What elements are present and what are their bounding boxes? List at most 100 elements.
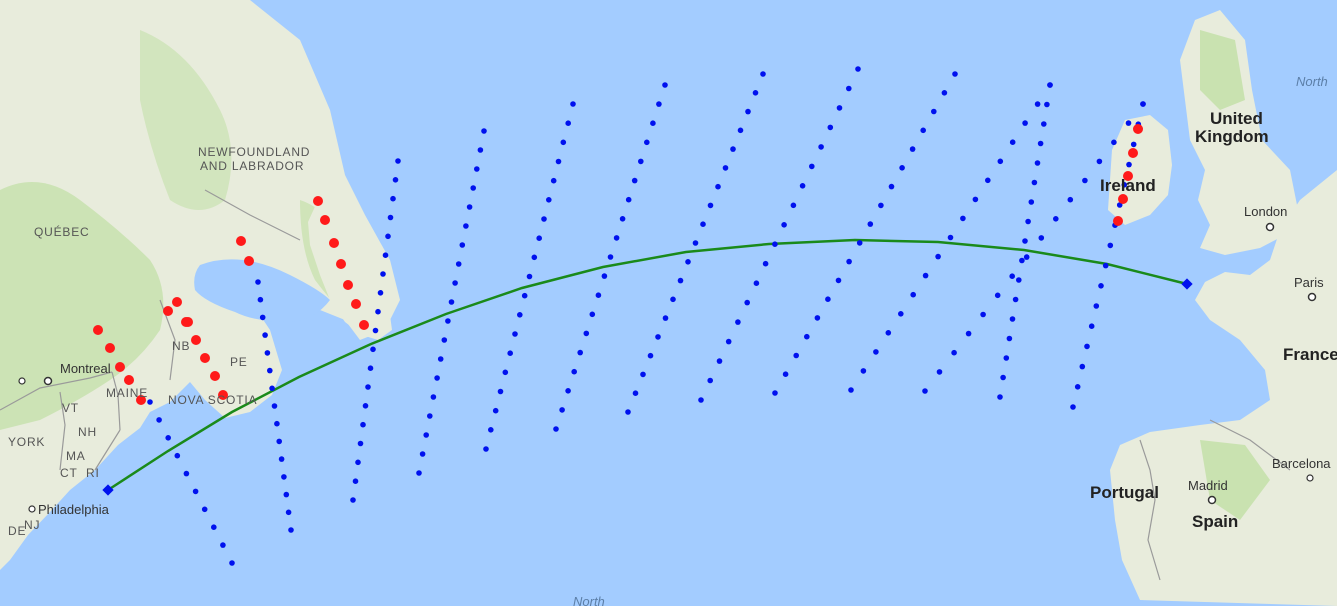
vt-label: VT: [62, 401, 79, 415]
grid-dot: [700, 221, 706, 227]
grid-dot: [1067, 196, 1074, 203]
red-marker[interactable]: [343, 280, 353, 290]
forest-area: [1200, 440, 1270, 520]
grid-dot: [698, 397, 704, 403]
grid-dot: [677, 277, 684, 284]
grid-dot: [935, 253, 941, 260]
grid-dot: [814, 315, 821, 321]
grid-dot: [920, 127, 926, 134]
grid-dot: [878, 202, 884, 209]
europe-land: [1110, 170, 1337, 606]
grid-dot: [147, 399, 153, 405]
red-marker[interactable]: [105, 343, 115, 353]
red-marker[interactable]: [93, 325, 103, 335]
grid-dot: [477, 147, 484, 153]
red-marker[interactable]: [320, 215, 330, 225]
red-marker[interactable]: [336, 259, 346, 269]
grid-dot: [846, 85, 852, 92]
red-marker[interactable]: [210, 371, 220, 381]
grid-dot: [1022, 238, 1028, 244]
grid-dot: [936, 369, 943, 375]
grid-dot: [526, 273, 533, 280]
route-end-marker[interactable]: [1181, 278, 1193, 290]
grid-dot: [1053, 216, 1059, 222]
grid-dot: [183, 470, 190, 477]
grid-dot: [790, 202, 797, 209]
nb-label: NB: [172, 339, 190, 353]
grid-dot: [1047, 82, 1053, 88]
grid-dot: [274, 420, 280, 427]
grid-dot: [390, 195, 396, 202]
grid-dot: [352, 478, 359, 485]
red-marker[interactable]: [191, 335, 201, 345]
grid-dot: [437, 356, 444, 362]
grid-dot: [781, 222, 787, 228]
red-marker[interactable]: [218, 390, 228, 400]
montreal-label: Montreal: [60, 361, 111, 376]
red-marker[interactable]: [1123, 171, 1133, 181]
grid-dot: [512, 331, 518, 337]
red-marker[interactable]: [1133, 124, 1143, 134]
north-atlantic-label: North: [573, 594, 605, 606]
grid-dot: [656, 101, 662, 107]
grid-dot: [1084, 343, 1090, 350]
grid-dot: [385, 233, 391, 240]
grid-dot: [835, 277, 842, 284]
grid-dot: [707, 377, 713, 384]
grid-dot: [1034, 101, 1041, 107]
grid-dot: [201, 506, 208, 513]
red-marker[interactable]: [313, 196, 323, 206]
cape-breton: [232, 352, 275, 380]
grid-dot: [827, 124, 834, 131]
grid-dot: [760, 71, 766, 77]
red-marker[interactable]: [329, 238, 339, 248]
grid-dot: [997, 394, 1003, 400]
quebec-label: QUÉBEC: [34, 224, 89, 239]
red-marker[interactable]: [1118, 194, 1128, 204]
red-marker[interactable]: [200, 353, 210, 363]
grid-dot: [1102, 262, 1109, 269]
grid-dot: [1031, 179, 1038, 186]
grid-dot: [427, 413, 433, 419]
red-marker[interactable]: [1113, 216, 1123, 226]
grid-dot: [577, 349, 583, 356]
grid-dot: [434, 375, 440, 381]
grid-dot: [229, 560, 235, 566]
grid-dot: [692, 240, 699, 246]
grid-dot: [1000, 374, 1006, 381]
montreal-city-icon: [43, 376, 53, 386]
grid-dot: [470, 185, 477, 191]
grid-dot: [365, 384, 371, 390]
red-marker[interactable]: [236, 236, 246, 246]
red-marker[interactable]: [163, 306, 173, 316]
red-marker[interactable]: [115, 362, 125, 372]
grid-dot: [1121, 182, 1128, 188]
newfoundland-label: NEWFOUNDLAND: [198, 145, 310, 159]
grid-dot: [762, 260, 769, 267]
red-marker[interactable]: [183, 317, 193, 327]
red-marker[interactable]: [124, 375, 134, 385]
grid-dot: [980, 311, 986, 318]
grid-dot: [836, 105, 843, 111]
grid-dot: [536, 235, 542, 241]
grid-dot: [625, 409, 631, 415]
red-marker[interactable]: [136, 395, 146, 405]
grid-dot: [952, 71, 958, 77]
red-marker[interactable]: [359, 320, 369, 330]
red-marker[interactable]: [1128, 148, 1138, 158]
red-marker[interactable]: [244, 256, 254, 266]
grid-dot: [560, 139, 567, 146]
red-marker[interactable]: [172, 297, 182, 307]
grid-dot: [455, 261, 462, 267]
grid-dot: [387, 214, 394, 221]
grid-dot: [565, 388, 571, 394]
grid-dot: [174, 452, 181, 459]
red-marker[interactable]: [351, 299, 361, 309]
grid-dot: [521, 292, 528, 299]
grid-dot: [951, 349, 957, 356]
grid-dot: [638, 158, 644, 165]
grid-dot: [283, 491, 290, 498]
grid-dot: [1009, 316, 1016, 322]
grid-dot: [531, 254, 538, 261]
